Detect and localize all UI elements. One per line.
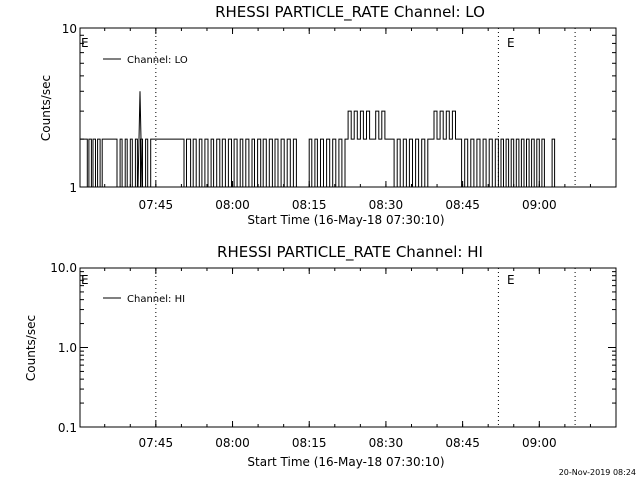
x-tick-label: 08:30 bbox=[369, 436, 404, 450]
x-tick-label: 09:00 bbox=[522, 436, 557, 450]
y-tick-label-lo-1: 1 bbox=[69, 181, 77, 195]
panel-hi: RHESSI PARTICLE_RATE Channel: HI 10.0 1.… bbox=[24, 243, 617, 469]
y-tick-label-hi-0-1: 0.1 bbox=[58, 421, 77, 435]
event-mark-lo-2: E bbox=[507, 36, 515, 50]
vertical-dotted-lines-hi bbox=[155, 268, 576, 427]
x-tick-label: 08:45 bbox=[445, 436, 480, 450]
y-tick-label-hi-1: 1.0 bbox=[58, 341, 77, 355]
x-tick-label: 08:15 bbox=[292, 436, 327, 450]
x-tick-labels-lo: 07:45 08:00 08:15 08:30 08:45 09:00 bbox=[139, 198, 557, 212]
x-tick-label: 08:45 bbox=[445, 198, 480, 212]
panel-lo: RHESSI PARTICLE_RATE Channel: LO 10 1 Co… bbox=[39, 3, 617, 227]
x-tick-label: 08:00 bbox=[215, 198, 250, 212]
series-line-lo bbox=[80, 91, 556, 188]
axis-ticks-lo bbox=[80, 28, 616, 188]
x-axis-label-hi: Start Time (16-May-18 07:30:10) bbox=[247, 455, 444, 469]
y-tick-label-hi-10: 10.0 bbox=[50, 261, 77, 275]
x-tick-label: 08:00 bbox=[215, 436, 250, 450]
event-mark-hi-2: E bbox=[507, 273, 515, 287]
legend-label-hi: Channel: HI bbox=[127, 294, 185, 305]
footer-timestamp: 20-Nov-2019 08:24 bbox=[559, 468, 636, 477]
chart-title-hi: RHESSI PARTICLE_RATE Channel: HI bbox=[217, 243, 483, 262]
x-tick-label: 07:45 bbox=[139, 198, 174, 212]
x-tick-label: 09:00 bbox=[522, 198, 557, 212]
x-axis-label-lo: Start Time (16-May-18 07:30:10) bbox=[247, 213, 444, 227]
y-axis-label-lo: Counts/sec bbox=[39, 75, 53, 141]
chart-title-lo: RHESSI PARTICLE_RATE Channel: LO bbox=[215, 3, 485, 22]
y-tick-label-lo-10: 10 bbox=[62, 22, 77, 36]
legend-label-lo: Channel: LO bbox=[127, 55, 188, 66]
plot-frame-lo bbox=[79, 27, 617, 188]
x-tick-label: 07:45 bbox=[139, 436, 174, 450]
y-axis-label-hi: Counts/sec bbox=[24, 315, 38, 381]
x-tick-label: 08:30 bbox=[369, 198, 404, 212]
event-mark-lo-1: E bbox=[81, 36, 89, 50]
x-tick-label: 08:15 bbox=[292, 198, 327, 212]
x-tick-labels-hi: 07:45 08:00 08:15 08:30 08:45 09:00 bbox=[139, 436, 557, 450]
axis-ticks-hi bbox=[80, 268, 616, 428]
event-mark-hi-1: E bbox=[81, 273, 89, 287]
